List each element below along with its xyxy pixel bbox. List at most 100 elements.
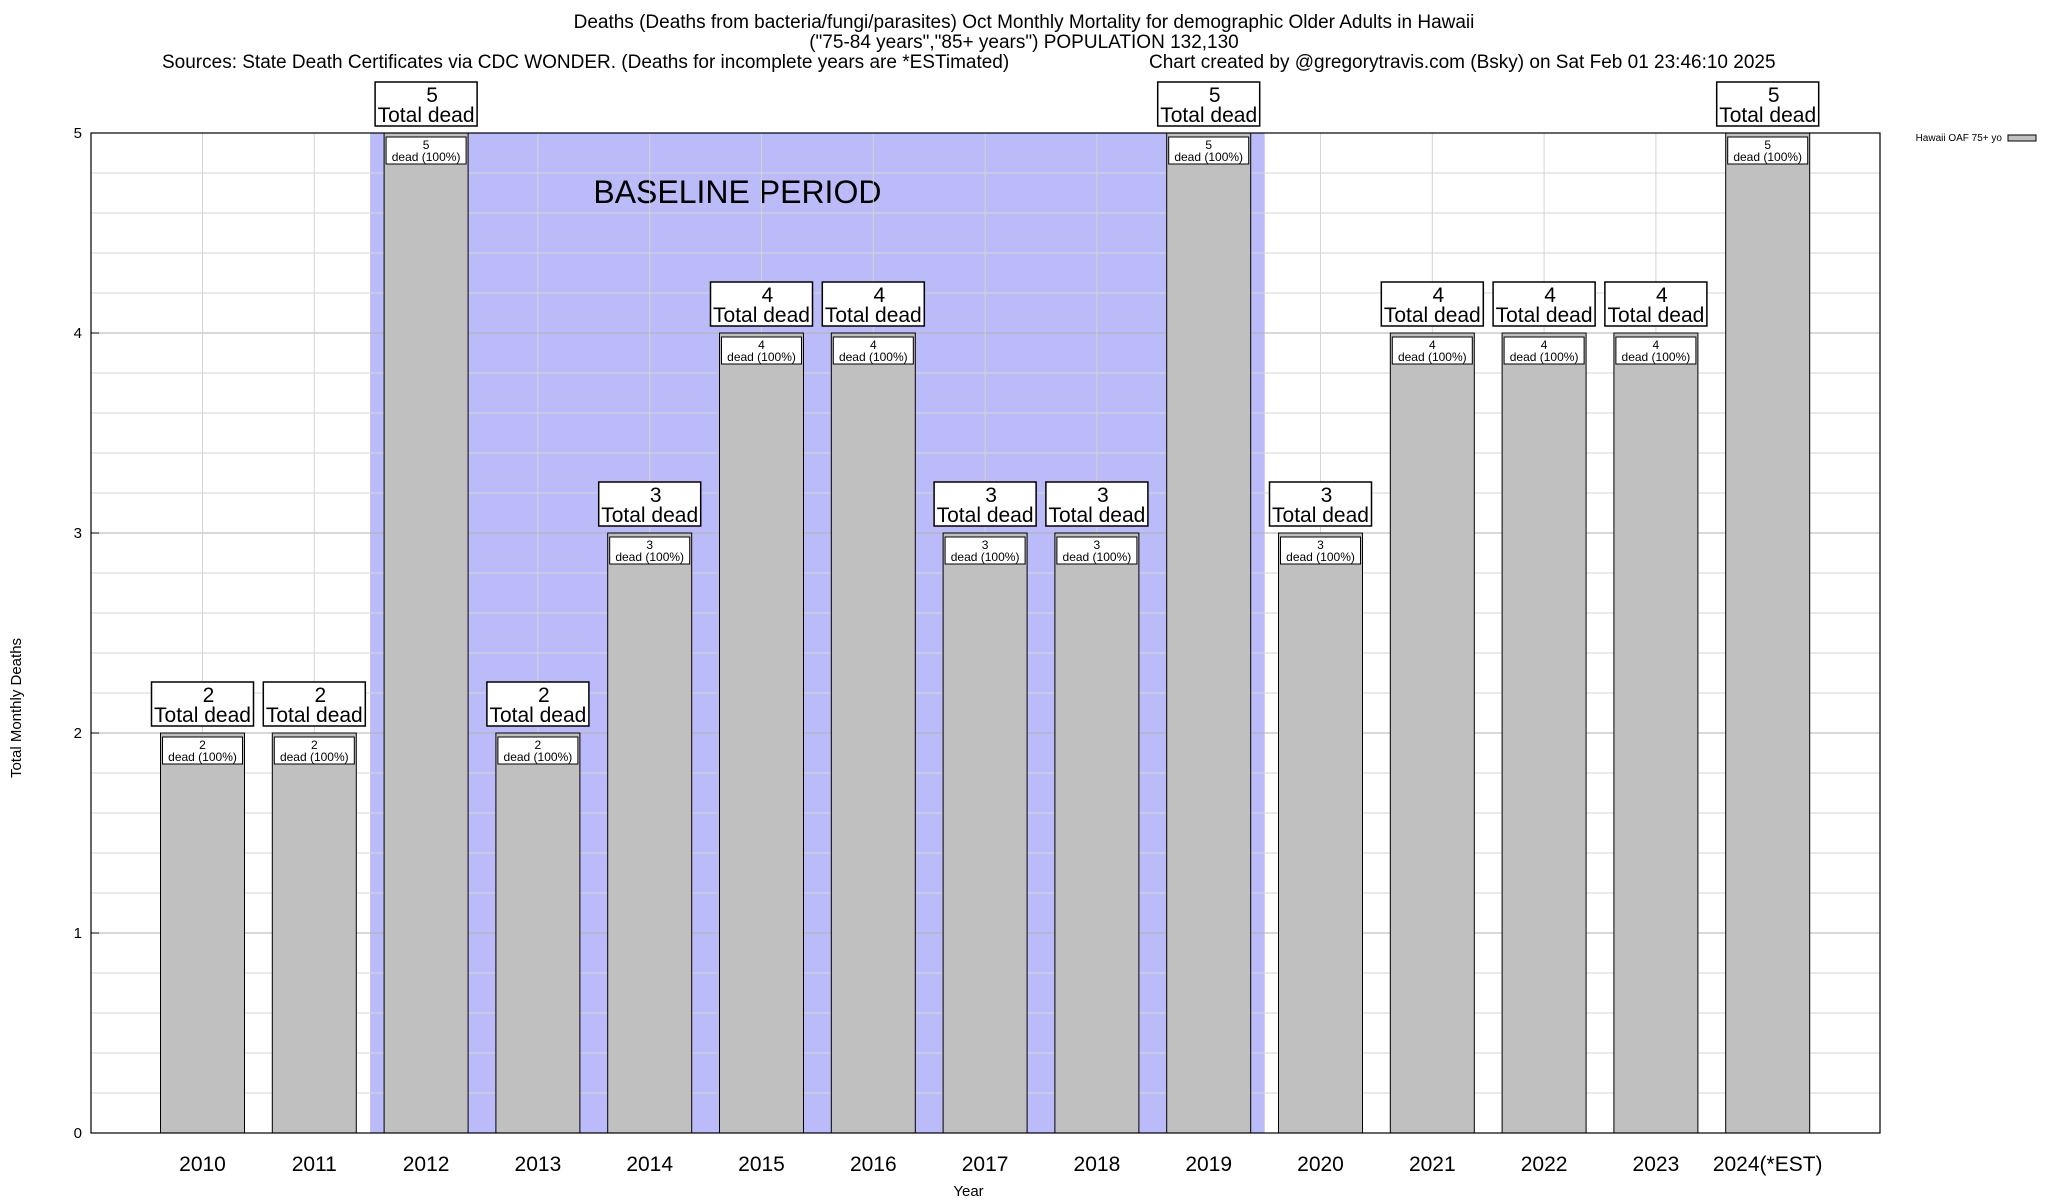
bar-inner-value-label: 4: [1653, 338, 1660, 352]
bar-total-text-label: Total dead: [825, 304, 922, 327]
y-tick-label: 5: [74, 125, 82, 142]
bar-inner-percent-label: dead (100%): [1398, 350, 1467, 364]
bar-total-value-label: 4: [1656, 284, 1668, 307]
bar-inner-label-box: [1168, 136, 1250, 165]
bar-total-value-label: 3: [1321, 484, 1333, 507]
y-tick-label: 0: [74, 1125, 82, 1142]
bar-inner-label-box: [832, 336, 914, 365]
y-tick-label: 1: [74, 925, 82, 942]
bar-inner-label-box: [273, 736, 355, 765]
bar-total-text-label: Total dead: [1384, 304, 1481, 327]
bar-inner-percent-label: dead (100%): [1174, 150, 1243, 164]
bar-inner-label-box: [1615, 336, 1697, 365]
bar-inner-percent-label: dead (100%): [951, 550, 1020, 564]
bar-total-value-label: 4: [1432, 284, 1444, 307]
x-tick-label: 2011: [292, 1153, 337, 1176]
bar-total-label-box: [821, 281, 926, 327]
bar-total-value-label: 2: [538, 684, 550, 707]
chart-credit: Chart created by @gregorytravis.com (Bsk…: [1149, 52, 1776, 73]
y-axis-label: Total Monthly Deaths: [8, 638, 25, 778]
bar-total-text-label: Total dead: [378, 104, 475, 127]
bar-total-text-label: Total dead: [1272, 504, 1369, 527]
bar-total-text-label: Total dead: [154, 704, 251, 727]
bar-inner-percent-label: dead (100%): [1622, 350, 1691, 364]
x-tick-label: 2013: [515, 1153, 562, 1176]
bar: [1166, 132, 1252, 1134]
bar-inner-value-label: 2: [535, 738, 542, 752]
bar-inner-label-box: [944, 536, 1026, 565]
bar-total-value-label: 3: [985, 484, 997, 507]
bar-total-label-box: [374, 81, 478, 127]
bar-inner-value-label: 4: [1541, 338, 1548, 352]
bar-total-label-box: [1715, 81, 1820, 127]
bar-inner-percent-label: dead (100%): [168, 750, 237, 764]
bar-inner-value-label: 4: [758, 338, 765, 352]
bar-inner-label-box: [721, 336, 802, 365]
bar-total-label-box: [150, 681, 255, 727]
bar-inner-value-label: 2: [311, 738, 318, 752]
bar: [1278, 532, 1363, 1134]
bar-inner-value-label: 4: [870, 338, 877, 352]
bar-total-label-box: [1380, 281, 1485, 327]
bar: [495, 732, 581, 1134]
bar: [1054, 532, 1140, 1134]
bar: [160, 732, 245, 1134]
bar-inner-percent-label: dead (100%): [839, 350, 908, 364]
bar-total-label-box: [1156, 81, 1261, 127]
bar: [607, 532, 693, 1134]
bar-total-text-label: Total dead: [1160, 104, 1257, 127]
bar-inner-percent-label: dead (100%): [615, 550, 684, 564]
chart-title: Deaths (Deaths from bacteria/fungi/paras…: [573, 12, 1475, 33]
bar-inner-value-label: 3: [1317, 538, 1324, 552]
x-tick-label: 2021: [1409, 1153, 1456, 1176]
bar-total-label-box: [1492, 281, 1596, 327]
bar-inner-label-box: [497, 736, 579, 765]
bar-total-label-box: [597, 481, 702, 527]
bar-total-value-label: 4: [873, 284, 885, 307]
chart-sources: Sources: State Death Certificates via CD…: [162, 52, 1010, 73]
bar: [1389, 332, 1475, 1134]
bar-total-text-label: Total dead: [937, 504, 1034, 527]
bar-total-label-box: [1045, 481, 1149, 527]
x-tick-label: 2015: [738, 1153, 785, 1176]
bar-total-label-box: [486, 681, 590, 727]
baseline-period-label: BASELINE PERIOD: [593, 174, 881, 210]
bar-total-value-label: 2: [203, 684, 215, 707]
legend-label: Hawaii OAF 75+ yo: [1916, 133, 2003, 144]
bar-total-label-box: [1268, 481, 1373, 527]
bar-total-text-label: Total dead: [1607, 304, 1704, 327]
bar-inner-value-label: 2: [199, 738, 206, 752]
bar-total-text-label: Total dead: [713, 304, 810, 327]
bar-inner-value-label: 3: [982, 538, 989, 552]
bar-total-value-label: 4: [762, 284, 774, 307]
bar-total-text-label: Total dead: [489, 704, 586, 727]
bar: [830, 332, 916, 1134]
bar-total-value-label: 4: [1544, 284, 1556, 307]
x-tick-label: 2020: [1297, 1153, 1344, 1176]
bar: [1613, 332, 1699, 1134]
bar-inner-percent-label: dead (100%): [280, 750, 349, 764]
bar-total-value-label: 2: [314, 684, 326, 707]
x-tick-label: 2022: [1521, 1153, 1568, 1176]
bar-total-value-label: 5: [1768, 84, 1780, 107]
bar-total-value-label: 3: [650, 484, 662, 507]
bar-total-label-box: [262, 681, 367, 727]
bar-total-text-label: Total dead: [266, 704, 363, 727]
bar-inner-label-box: [1391, 336, 1473, 365]
x-tick-label: 2024(*EST): [1713, 1153, 1823, 1176]
bar: [942, 532, 1028, 1134]
x-tick-label: 2018: [1074, 1153, 1121, 1176]
bar-total-label-box: [709, 281, 814, 327]
bar-inner-percent-label: dead (100%): [1510, 350, 1579, 364]
x-tick-label: 2014: [626, 1153, 673, 1176]
x-tick-label: 2012: [403, 1153, 450, 1176]
bar-total-value-label: 5: [1209, 84, 1221, 107]
x-tick-label: 2023: [1633, 1153, 1680, 1176]
bar-total-value-label: 5: [426, 84, 438, 107]
y-tick-label: 4: [74, 325, 82, 342]
y-tick-label: 3: [74, 525, 82, 542]
bar-inner-label-box: [385, 136, 467, 165]
bar-inner-value-label: 3: [646, 538, 653, 552]
x-axis-label: Year: [953, 1183, 983, 1200]
